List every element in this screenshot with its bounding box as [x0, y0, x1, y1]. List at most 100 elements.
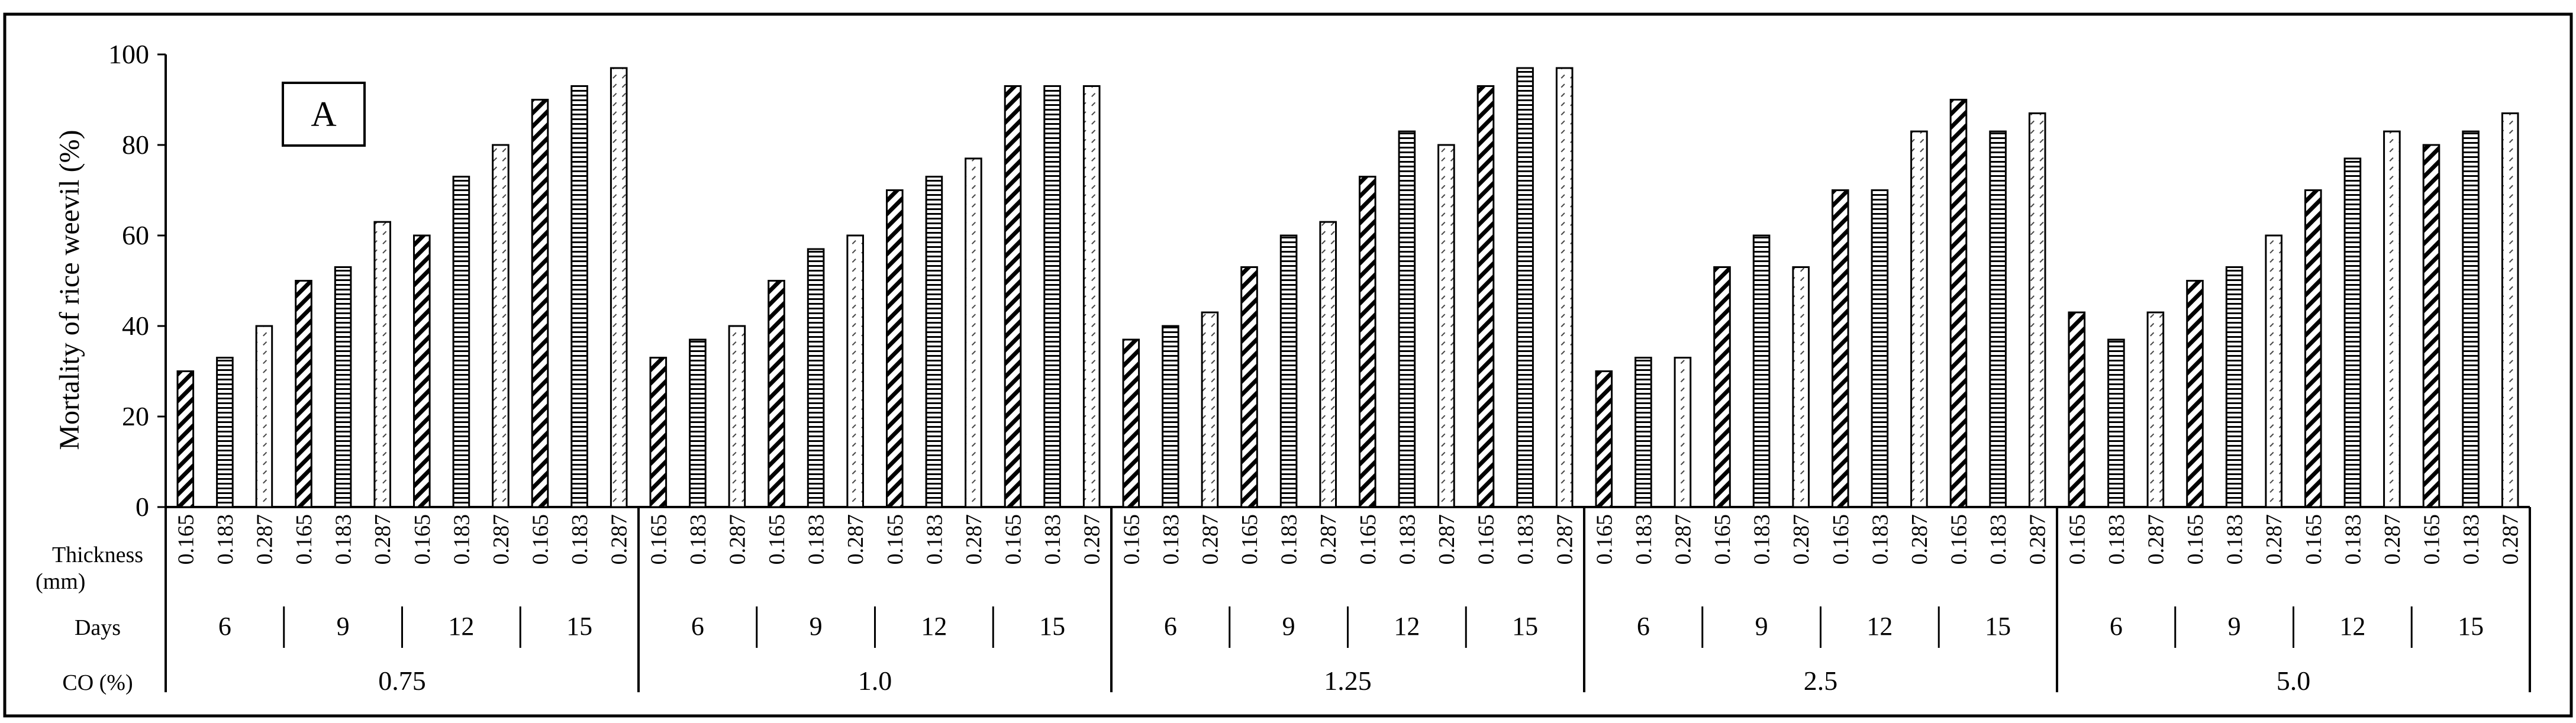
days-label: 12 [448, 612, 474, 641]
bar-co1.0-day12-th0.287 [965, 157, 982, 508]
thickness-tick-label: 0.183 [922, 514, 947, 565]
thickness-tick-label: 0.165 [2065, 514, 2090, 565]
bar-co2.5-day6-th0.183 [1634, 357, 1652, 508]
days-label: 15 [1512, 612, 1538, 641]
thickness-tick-label: 0.183 [1868, 514, 1892, 565]
thickness-tick-label: 0.165 [1237, 514, 1262, 565]
bar-co2.5-day15-th0.287 [2028, 112, 2046, 508]
bar-co0.75-day6-th0.165 [176, 370, 195, 508]
bar-co1.0-day6-th0.165 [649, 357, 668, 508]
bar-co5.0-day15-th0.165 [2422, 144, 2440, 508]
thickness-tick-label: 0.183 [686, 514, 711, 565]
bar-co2.5-day12-th0.165 [1832, 189, 1849, 508]
thickness-tick-label: 0.183 [1395, 514, 1420, 565]
days-label: 12 [1866, 612, 1892, 641]
days-label: 15 [2458, 612, 2484, 641]
bar-co1.25-day12-th0.183 [1398, 130, 1416, 508]
bar-co1.0-day15-th0.165 [1004, 85, 1022, 508]
thickness-tick-label: 0.165 [646, 514, 671, 565]
bar-co0.75-day6-th0.183 [216, 357, 234, 508]
thickness-tick-label: 0.183 [1277, 514, 1302, 565]
days-label: 12 [921, 612, 947, 641]
bar-co1.0-day6-th0.183 [689, 338, 707, 508]
thickness-tick-label: 0.183 [331, 514, 356, 565]
days-label: 6 [1637, 612, 1650, 641]
thickness-tick-label: 0.183 [1159, 514, 1184, 565]
bar-co0.75-day15-th0.183 [570, 85, 588, 508]
days-label: 15 [1985, 612, 2011, 641]
days-label: 9 [2228, 612, 2241, 641]
thickness-tick-label: 0.165 [1829, 514, 1853, 565]
bar-co2.5-day6-th0.165 [1595, 370, 1613, 508]
bar-co2.5-day9-th0.287 [1792, 266, 1810, 508]
thickness-tick-label: 0.287 [253, 514, 278, 565]
thickness-tick-label: 0.287 [726, 514, 750, 565]
bar-co0.75-day6-th0.287 [255, 325, 273, 508]
bar-co1.0-day15-th0.183 [1043, 85, 1061, 508]
days-label: 9 [337, 612, 350, 641]
bar-co2.5-day15-th0.165 [1949, 99, 1968, 508]
bar-co1.25-day15-th0.287 [1555, 67, 1574, 508]
thickness-tick-label: 0.287 [1316, 514, 1341, 565]
days-label: 9 [1282, 612, 1295, 641]
thickness-tick-label: 0.183 [2223, 514, 2248, 565]
bar-co2.5-day6-th0.287 [1674, 357, 1692, 508]
days-label: 12 [1394, 612, 1420, 641]
thickness-tick-label: 0.165 [1356, 514, 1381, 565]
thickness-tick-label: 0.183 [2459, 514, 2484, 565]
bar-co5.0-day15-th0.287 [2501, 112, 2519, 508]
thickness-tick-label: 0.183 [568, 514, 592, 565]
co-label: 5.0 [2277, 666, 2311, 696]
days-label: 6 [1164, 612, 1177, 641]
y-tick-label: 100 [108, 39, 149, 69]
bar-co5.0-day12-th0.183 [2343, 157, 2362, 508]
bar-co5.0-day6-th0.183 [2107, 338, 2125, 508]
bar-co1.25-day15-th0.183 [1516, 67, 1534, 508]
bar-co0.75-day15-th0.287 [610, 67, 628, 508]
thickness-tick-label: 0.287 [607, 514, 632, 565]
thickness-tick-label: 0.183 [804, 514, 829, 565]
days-label: 15 [566, 612, 592, 641]
bar-co2.5-day12-th0.287 [1910, 130, 1928, 508]
y-axis-label: Mortality of rice weevil (%) [54, 130, 85, 450]
thickness-tick-label: 0.183 [1632, 514, 1656, 565]
thickness-tick-label: 0.287 [1671, 514, 1696, 565]
y-axis: 0 20 40 60 80 100 [108, 39, 2530, 522]
bar-co0.75-day12-th0.287 [492, 144, 510, 508]
y-tick-label: 40 [122, 311, 149, 341]
thickness-tick-label: 0.183 [2340, 514, 2365, 565]
bar-co5.0-day9-th0.165 [2186, 280, 2204, 508]
thickness-tick-label: 0.165 [2183, 514, 2208, 565]
thickness-tick-label: 0.165 [410, 514, 435, 565]
thickness-tick-label: 0.165 [1710, 514, 1735, 565]
days-label: 6 [218, 612, 231, 641]
thickness-tick-label: 0.287 [843, 514, 868, 565]
days-label: 9 [810, 612, 823, 641]
thickness-tick-label: 0.287 [370, 514, 395, 565]
bar-co1.25-day9-th0.165 [1240, 266, 1258, 508]
co-label: 1.25 [1324, 666, 1372, 696]
bar-co5.0-day12-th0.165 [2304, 189, 2322, 508]
thickness-tick-label: 0.165 [883, 514, 908, 565]
thickness-tick-label: 0.287 [2380, 514, 2405, 565]
bars [176, 67, 2519, 508]
row-header-days: Days [75, 615, 121, 640]
thickness-tick-label: 0.165 [173, 514, 198, 565]
bar-co1.25-day15-th0.165 [1476, 85, 1495, 508]
days-label: 12 [2339, 612, 2365, 641]
bar-co1.25-day9-th0.287 [1319, 221, 1337, 508]
thickness-tick-label: 0.287 [2026, 514, 2051, 565]
outer-frame [3, 12, 2573, 718]
thickness-tick-label: 0.287 [2144, 514, 2169, 565]
bar-co0.75-day9-th0.287 [373, 221, 392, 508]
thickness-tick-label: 0.287 [1907, 514, 1932, 565]
thickness-tick-label: 0.183 [1986, 514, 2011, 565]
bar-co0.75-day12-th0.165 [413, 234, 431, 508]
bar-co2.5-day15-th0.183 [1989, 130, 2007, 508]
bar-co5.0-day6-th0.165 [2068, 311, 2086, 508]
row-header-co: CO (%) [62, 670, 133, 695]
bar-co5.0-day9-th0.183 [2225, 266, 2243, 508]
thickness-tick-label: 0.183 [213, 514, 238, 565]
bar-co2.5-day9-th0.165 [1713, 266, 1731, 508]
